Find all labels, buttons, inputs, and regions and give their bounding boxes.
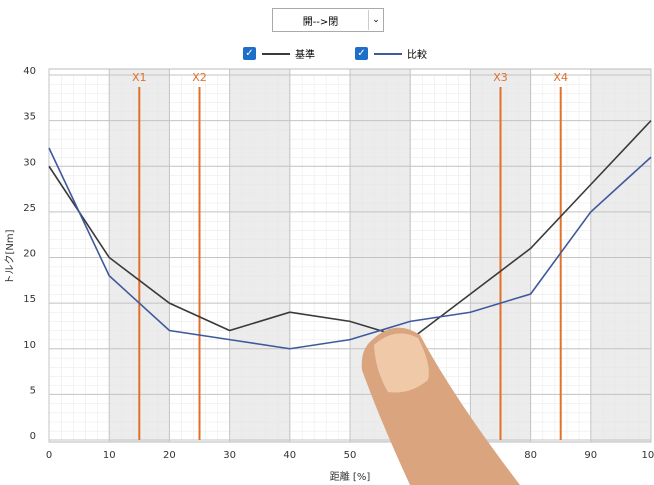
series-line [48,147,652,350]
y-tick-label: 40 [23,66,36,77]
legend-item[interactable]: ✓ 基準 [243,46,315,61]
marker-label: X3 [493,71,508,84]
finger [361,327,520,485]
y-tick-label: 5 [30,385,36,396]
marker-label: X1 [132,71,147,84]
series-line [48,120,652,341]
x-tick-label: 10 [103,450,116,461]
checkbox[interactable]: ✓ [355,47,368,60]
y-tick-label: 25 [23,203,36,214]
y-tick-label: 30 [23,157,36,168]
x-tick-label: 0 [46,450,52,461]
legend-swatch [262,52,290,55]
x-tick-label: 80 [524,450,537,461]
x-tick-label: 50 [344,450,357,461]
dropdown-arrow[interactable]: ⌄ [368,10,383,30]
direction-dropdown[interactable]: 開-->閉 ⌄ [272,8,384,32]
legend-label: 比較 [407,50,427,61]
legend-swatch [374,52,402,55]
y-tick-label: 15 [23,294,36,305]
x-tick-label: 40 [283,450,296,461]
y-tick-label: 20 [23,249,36,260]
legend-item[interactable]: ✓ 比較 [355,46,427,61]
x-tick-label: 90 [584,450,597,461]
marker-label: X2 [192,71,207,84]
x-axis-label: 距離 [%] [330,470,371,483]
marker-label: X4 [553,71,568,84]
x-tick-label: 20 [163,450,176,461]
x-tick-label: 30 [223,450,236,461]
checkbox[interactable]: ✓ [243,47,256,60]
legend-label: 基準 [295,50,315,61]
y-tick-label: 0 [30,431,36,442]
y-axis-label: トルク[Nm] [4,229,16,284]
dropdown-text: 開-->閉 [302,16,339,28]
y-tick-label: 35 [23,112,36,123]
x-tick-label: 100 [641,450,654,461]
y-tick-label: 10 [23,340,36,351]
